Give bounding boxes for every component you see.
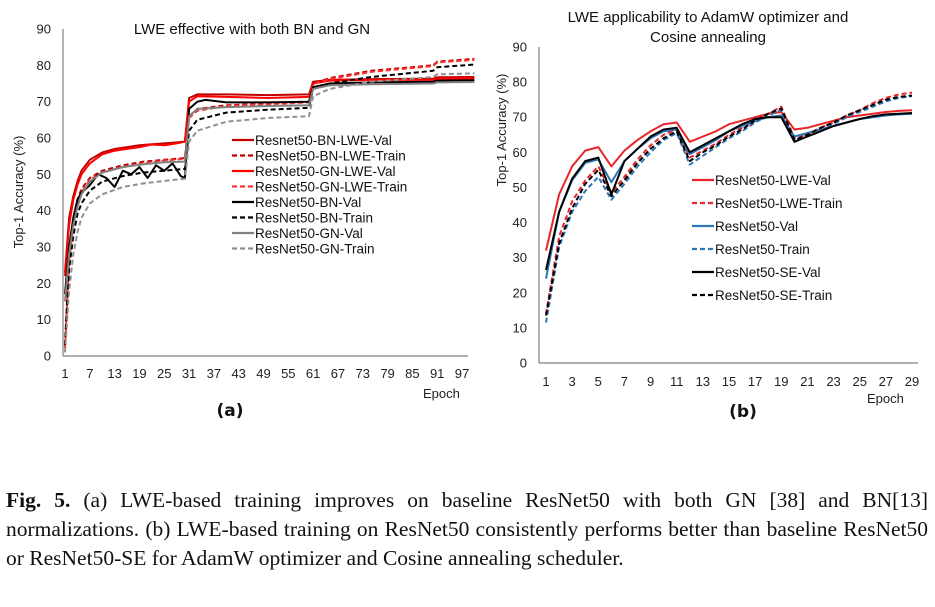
x-tick-label: 19 xyxy=(774,374,788,389)
chart-a: LWE effective with both BN and GN Top-1 … xyxy=(11,21,475,421)
chart-a-panel-label: (a) xyxy=(216,401,243,421)
x-tick-label: 31 xyxy=(182,366,196,381)
y-tick-label: 50 xyxy=(37,167,51,182)
y-tick-label: 0 xyxy=(520,356,527,371)
chart-b-title-line-1: LWE applicability to AdamW optimizer and xyxy=(568,9,849,26)
x-tick-label: 49 xyxy=(256,366,270,381)
chart-b-xlabel: Epoch xyxy=(867,391,904,406)
y-tick-label: 30 xyxy=(37,240,51,255)
x-tick-label: 25 xyxy=(852,374,866,389)
x-tick-label: 1 xyxy=(61,366,68,381)
y-tick-label: 50 xyxy=(513,180,527,195)
legend-label: ResNet50-SE-Train xyxy=(715,288,832,303)
legend-label: ResNet50-GN-LWE-Train xyxy=(255,180,407,195)
chart-a-legend: Resnet50-BN-LWE-ValResNet50-BN-LWE-Train… xyxy=(232,133,407,257)
chart-b-ylabel: Top-1 Accuracy (%) xyxy=(494,74,509,187)
legend-label: ResNet50-LWE-Train xyxy=(715,196,843,211)
legend-label: ResNet50-Val xyxy=(715,219,798,234)
x-tick-label: 13 xyxy=(107,366,121,381)
x-tick-label: 43 xyxy=(231,366,245,381)
legend-label: ResNet50-BN-LWE-Train xyxy=(255,149,406,164)
x-tick-label: 11 xyxy=(670,374,684,389)
y-tick-label: 60 xyxy=(513,145,527,160)
chart-b-title-line-2: Cosine annealing xyxy=(650,29,766,46)
series-line-resnet50-bn-val xyxy=(64,79,475,295)
y-tick-label: 70 xyxy=(37,94,51,109)
legend-label: Resnet50-BN-LWE-Val xyxy=(255,133,392,148)
series-line-resnet50-se-val xyxy=(545,112,913,271)
legend-label: ResNet50-BN-Train xyxy=(255,211,373,226)
x-tick-label: 7 xyxy=(86,366,93,381)
x-tick-label: 79 xyxy=(380,366,394,381)
x-tick-label: 15 xyxy=(722,374,736,389)
x-tick-label: 19 xyxy=(132,366,146,381)
x-tick-label: 17 xyxy=(748,374,762,389)
series-line-resnet50-lwe-val xyxy=(545,109,913,251)
x-tick-label: 21 xyxy=(800,374,814,389)
x-tick-label: 91 xyxy=(430,366,444,381)
series-line-resnet50-bn-train xyxy=(64,63,475,346)
x-tick-label: 5 xyxy=(595,374,602,389)
y-tick-label: 70 xyxy=(513,110,527,125)
y-tick-label: 60 xyxy=(37,131,51,146)
caption-text: (a) LWE-based training improves on basel… xyxy=(6,488,928,570)
x-tick-label: 13 xyxy=(696,374,710,389)
series-line-resnet50-se-train xyxy=(545,94,913,316)
y-tick-label: 80 xyxy=(37,58,51,73)
x-tick-label: 7 xyxy=(621,374,628,389)
chart-a-title: LWE effective with both BN and GN xyxy=(134,21,370,38)
x-tick-label: 27 xyxy=(879,374,893,389)
figure: LWE effective with both BN and GN Top-1 … xyxy=(11,9,919,422)
chart-b-yticks: 0 10 20 30 40 50 60 70 80 90 xyxy=(513,40,527,371)
y-tick-label: 20 xyxy=(37,276,51,291)
x-tick-label: 9 xyxy=(647,374,654,389)
series-line-resnet50-gn-train xyxy=(64,72,475,353)
x-tick-label: 23 xyxy=(826,374,840,389)
caption-label: Fig. 5. xyxy=(6,488,71,512)
x-tick-label: 85 xyxy=(405,366,419,381)
x-tick-label: 25 xyxy=(157,366,171,381)
legend-label: ResNet50-SE-Val xyxy=(715,265,821,280)
series-line-resnet50-train xyxy=(545,95,913,323)
x-tick-label: 37 xyxy=(207,366,221,381)
x-tick-label: 61 xyxy=(306,366,320,381)
y-tick-label: 40 xyxy=(37,203,51,218)
chart-b: LWE applicability to AdamW optimizer and… xyxy=(494,9,919,422)
chart-a-xticks: 1 7 13 19 25 31 37 43 49 55 61 67 73 79 85 91 97 xyxy=(61,366,469,381)
y-tick-label: 90 xyxy=(513,40,527,55)
chart-b-panel-label: (b) xyxy=(729,402,757,422)
y-tick-label: 80 xyxy=(513,75,527,90)
x-tick-label: 3 xyxy=(569,374,576,389)
chart-b-series xyxy=(545,91,913,323)
chart-a-xlabel: Epoch xyxy=(423,386,460,401)
figure-caption: Fig. 5. (a) LWE-based training improves … xyxy=(6,486,928,573)
legend-label: ResNet50-GN-Val xyxy=(255,226,363,241)
y-tick-label: 90 xyxy=(37,22,51,37)
x-tick-label: 29 xyxy=(905,374,919,389)
legend-label: ResNet50-GN-LWE-Val xyxy=(255,164,396,179)
legend-label: ResNet50-GN-Train xyxy=(255,242,375,257)
chart-a-ylabel: Top-1 Accuracy (%) xyxy=(11,136,26,249)
y-tick-label: 10 xyxy=(513,320,527,335)
y-tick-label: 30 xyxy=(513,250,527,265)
chart-b-xticks: 1 3 5 7 9 11 13 15 17 19 21 23 25 27 29 xyxy=(542,374,919,389)
y-tick-label: 20 xyxy=(513,285,527,300)
y-tick-label: 40 xyxy=(513,215,527,230)
legend-label: ResNet50-Train xyxy=(715,242,810,257)
chart-a-yticks: 0 10 20 30 40 50 60 70 80 90 xyxy=(37,22,51,364)
legend-label: ResNet50-LWE-Val xyxy=(715,173,831,188)
x-tick-label: 73 xyxy=(356,366,370,381)
chart-b-legend: ResNet50-LWE-Val ResNet50-LWE-Train ResNet… xyxy=(692,173,843,303)
y-tick-label: 0 xyxy=(44,349,51,364)
series-line-resnet50-gn-lwe-val xyxy=(64,77,475,277)
x-tick-label: 97 xyxy=(455,366,469,381)
y-tick-label: 10 xyxy=(37,312,51,327)
x-tick-label: 1 xyxy=(542,374,549,389)
chart-a-series xyxy=(64,57,475,353)
x-tick-label: 67 xyxy=(331,366,345,381)
x-tick-label: 55 xyxy=(281,366,295,381)
legend-label: ResNet50-BN-Val xyxy=(255,195,361,210)
